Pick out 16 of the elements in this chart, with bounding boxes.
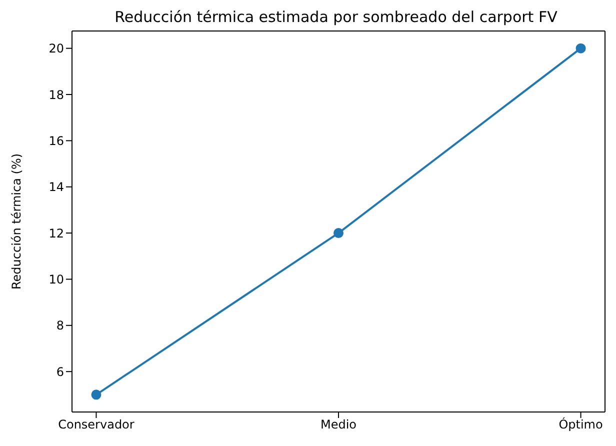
y-tick-label: 8 bbox=[56, 318, 64, 333]
y-tick-label: 18 bbox=[48, 88, 64, 102]
y-tick-label: 20 bbox=[48, 42, 64, 56]
y-tick-label: 14 bbox=[48, 180, 64, 194]
point bbox=[576, 43, 586, 54]
y-axis-title: Reducción térmica (%) bbox=[9, 153, 24, 290]
y-tick-label: 10 bbox=[48, 272, 64, 286]
y-tick-label: 6 bbox=[56, 364, 64, 379]
x-tick-label: Óptimo bbox=[558, 416, 603, 432]
chart-title: Reducción térmica estimada por sombreado del carport FV bbox=[114, 8, 558, 28]
point bbox=[334, 228, 344, 238]
point bbox=[91, 390, 102, 400]
y-tick-label: 12 bbox=[48, 226, 64, 240]
y-tick-label: 16 bbox=[48, 134, 64, 148]
x-tick-label: Medio bbox=[320, 418, 357, 432]
x-tick-label: Conservador bbox=[58, 418, 134, 432]
